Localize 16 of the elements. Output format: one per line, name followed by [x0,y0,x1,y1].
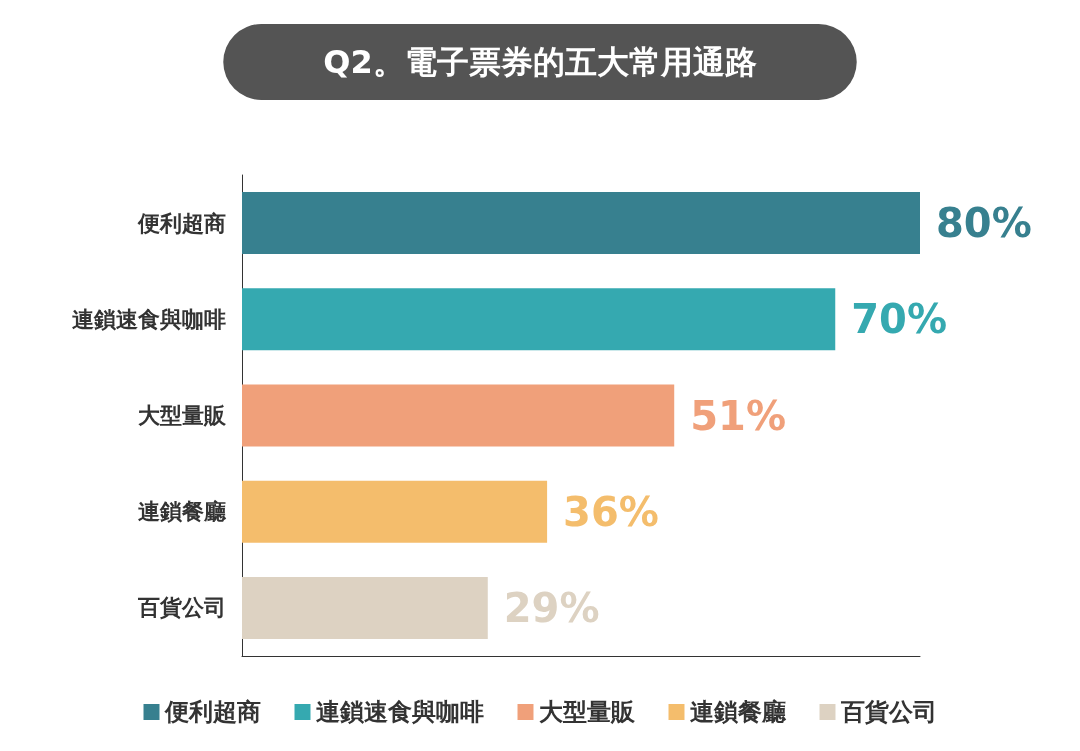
y-tick-label: 連鎖餐廳 [138,499,227,525]
data-label: 70% [851,296,947,343]
legend-label: 連鎖餐廳 [689,698,787,726]
y-tick-label: 百貨公司 [137,595,226,621]
data-label: 51% [690,392,786,439]
chart-title: Q2。電子票券的五大常用通路 [323,43,757,81]
legend-label: 百貨公司 [839,698,937,726]
legend-label: 連鎖速食與咖啡 [315,698,484,726]
data-label: 80% [936,200,1032,247]
legend-label: 大型量販 [538,698,636,726]
legend-label: 便利超商 [163,698,261,726]
y-tick-label: 連鎖速食與咖啡 [72,306,226,332]
data-label: 36% [563,488,659,535]
data-label: 29% [503,584,600,631]
y-tick-label: 便利超商 [137,210,226,236]
y-tick-label: 大型量販 [138,403,227,428]
